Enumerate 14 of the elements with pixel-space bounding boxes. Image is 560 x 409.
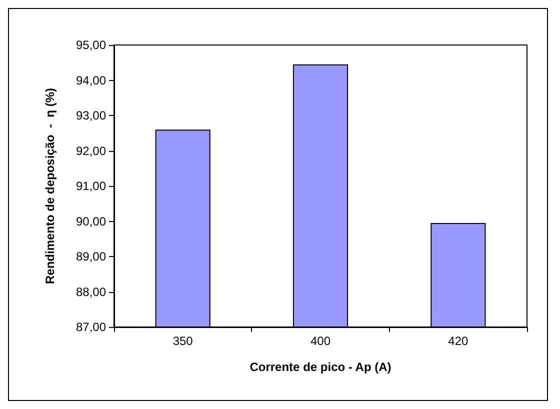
y-tick-label: 89,00 <box>76 250 106 264</box>
x-axis-title: Corrente de pico - Ap (A) <box>250 360 392 374</box>
y-tick-label: 93,00 <box>76 108 106 122</box>
y-tick-label: 92,00 <box>76 144 106 158</box>
y-tick-label: 94,00 <box>76 73 106 88</box>
y-tick-label: 95,00 <box>76 38 106 52</box>
x-tick-label: 350 <box>172 334 194 348</box>
x-tick-label: 400 <box>310 334 331 348</box>
y-tick-label: 91,00 <box>76 179 106 193</box>
y-tick-label: 87,00 <box>76 320 106 334</box>
x-tick-label: 420 <box>448 334 468 348</box>
y-tick-label: 90,00 <box>76 214 106 228</box>
y-tick-label: 88,00 <box>76 284 106 299</box>
y-axis-title: Rendimento de deposição - η (%) <box>43 88 57 284</box>
